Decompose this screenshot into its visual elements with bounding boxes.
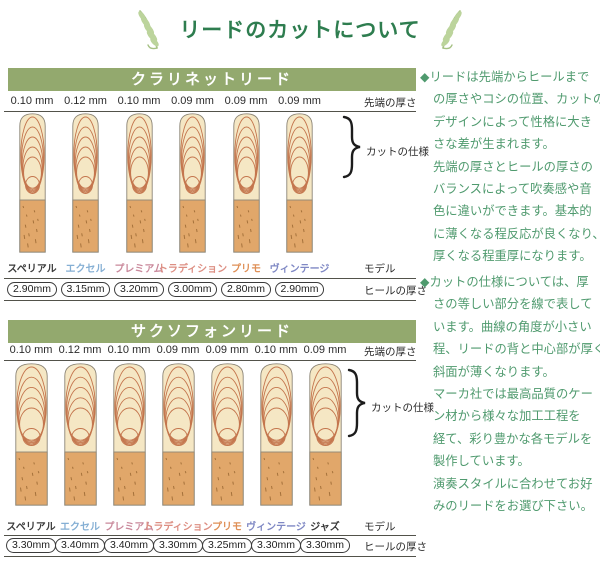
heel-thickness-value: 3.25mm — [202, 538, 252, 553]
reed-image — [72, 113, 99, 253]
divider-line — [4, 300, 416, 301]
tip-thickness-value: 0.09 mm — [205, 344, 249, 356]
divider-line — [4, 278, 416, 279]
model-name: トラディション — [143, 522, 213, 533]
model-name: プレミアム — [104, 522, 154, 533]
tip-thickness-value: 0.10 mm — [254, 344, 298, 356]
divider-line — [4, 111, 416, 112]
model-name: プリモ — [212, 522, 242, 533]
note-paragraph: ◆リードは先端からヒールまで の厚さやコシの位置、カットの デザインによって性格… — [420, 70, 600, 264]
heel-thickness-value: 3.40mm — [104, 538, 154, 553]
reed-image — [308, 363, 342, 506]
tip-thickness-value: 0.12 mm — [64, 95, 107, 107]
cut-brace-icon — [346, 368, 368, 438]
heel-thickness-value: 3.20mm — [114, 282, 164, 297]
section-header-saxophone: サクソフォンリード — [8, 320, 416, 343]
reed-image — [125, 113, 153, 253]
clarinet-section: クラリネットリード 0.10 mm スペリアル 2.90mm 0.12 mm エクセ… — [4, 68, 429, 302]
model-name: スペリアル — [6, 522, 56, 533]
page-header: リードのカットについて — [0, 8, 600, 50]
model-name: エクセル — [65, 264, 106, 275]
page-title: リードのカットについて — [179, 19, 421, 42]
model-name: エクセル — [60, 522, 100, 533]
model-label: モデル — [364, 521, 396, 533]
tip-thickness-value: 0.10 mm — [117, 95, 161, 107]
model-name: トラディション — [157, 264, 228, 275]
leaf-icon-right — [439, 8, 465, 50]
heel-thickness-value: 3.15mm — [60, 282, 111, 297]
heel-thickness-value: 3.00mm — [167, 282, 218, 297]
reed-image — [161, 363, 195, 506]
model-name: プレミアム — [114, 264, 164, 275]
cut-spec-label: カットの仕様 — [366, 146, 429, 158]
tip-thickness-value: 0.10 mm — [10, 95, 54, 107]
reed-image — [63, 363, 97, 506]
heel-thickness-value: 3.40mm — [55, 538, 105, 553]
cut-spec-label: カットの仕様 — [371, 402, 434, 414]
heel-thickness-label: ヒールの厚さ — [364, 285, 427, 297]
tip-thickness-value: 0.10 mm — [107, 344, 151, 356]
tip-thickness-label: 先端の厚さ — [364, 97, 417, 109]
heel-thickness-value: 2.80mm — [221, 282, 271, 297]
heel-thickness-value: 3.30mm — [6, 538, 56, 553]
model-name: ヴィンテージ — [246, 522, 306, 533]
leaf-icon-left — [135, 8, 161, 50]
heel-thickness-value: 2.90mm — [7, 282, 57, 297]
model-label: モデル — [364, 263, 396, 275]
tip-thickness-label: 先端の厚さ — [364, 346, 417, 358]
tip-thickness-value: 0.09 mm — [303, 344, 347, 356]
divider-line — [4, 360, 416, 361]
heel-thickness-value: 3.30mm — [300, 538, 350, 553]
saxophone-section: サクソフォンリード 0.10 mm スペリアル 3.30mm 0.12 mm エクセ… — [4, 320, 434, 560]
model-name: プリモ — [231, 264, 261, 275]
divider-line — [4, 556, 416, 557]
reed-image — [179, 113, 206, 253]
tip-thickness-value: 0.09 mm — [156, 344, 200, 356]
model-name: スペリアル — [7, 264, 57, 275]
reed-image — [232, 113, 260, 253]
reed-image — [286, 113, 313, 253]
tip-thickness-value: 0.12 mm — [58, 344, 102, 356]
divider-line — [4, 535, 416, 536]
heel-thickness-value: 3.30mm — [153, 538, 203, 553]
tip-thickness-value: 0.10 mm — [9, 344, 53, 356]
heel-thickness-value: 2.90mm — [274, 282, 325, 297]
heel-thickness-value: 3.30mm — [251, 538, 301, 553]
heel-thickness-label: ヒールの厚さ — [364, 541, 427, 553]
tip-thickness-value: 0.09 mm — [278, 95, 321, 107]
tip-thickness-value: 0.09 mm — [224, 95, 268, 107]
reed-image — [210, 363, 244, 506]
reed-image — [259, 363, 293, 506]
reed-image — [18, 113, 46, 253]
tip-thickness-value: 0.09 mm — [171, 95, 214, 107]
section-header-clarinet: クラリネットリード — [8, 68, 416, 91]
model-name: ヴィンテージ — [269, 264, 330, 275]
reed-image — [112, 363, 146, 506]
note-paragraph: ◆カットの仕様については、厚 さの等しい部分を線で表して います。曲線の角度が小… — [420, 275, 600, 514]
reed-image — [14, 363, 48, 506]
cut-brace-icon — [341, 115, 363, 179]
model-name: ジャズ — [310, 522, 340, 533]
